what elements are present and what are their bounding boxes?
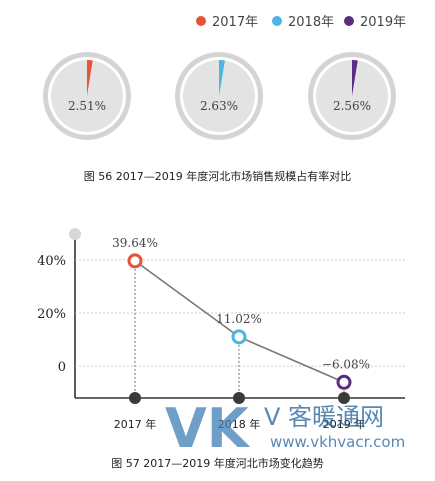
data-point xyxy=(127,253,143,269)
gridlines xyxy=(75,259,405,367)
data-point xyxy=(231,329,247,345)
legend-label-2018: 2018年 xyxy=(288,15,334,30)
legend-marker-2019 xyxy=(344,16,354,26)
category-marker xyxy=(233,392,245,404)
category-markers xyxy=(129,392,350,404)
legend-marker-2017 xyxy=(196,16,206,26)
pie-value-label: 2.51% xyxy=(68,99,106,113)
pie-value-label: 2.56% xyxy=(333,99,371,113)
pie-value-label: 2.63% xyxy=(200,99,238,113)
y-tick-label: 0 xyxy=(58,360,66,375)
category-marker xyxy=(129,392,141,404)
data-labels: 39.64% 11.02% −6.08% xyxy=(112,236,370,371)
line-chart-group: 40% 20% 0 2017 年 2018 年 2019 年 39.64% 11.02% −… xyxy=(37,228,405,431)
y-tick-label: 20% xyxy=(37,307,66,322)
x-tick-label: 2017 年 xyxy=(114,417,157,431)
pie-slice xyxy=(219,60,225,96)
data-points xyxy=(127,253,352,390)
legend-marker-2018 xyxy=(272,16,282,26)
y-tick-label: 40% xyxy=(37,254,66,269)
pie-slice xyxy=(352,59,358,96)
watermark-url: www.vkhvacr.com xyxy=(270,433,405,451)
legend-label-2017: 2017年 xyxy=(212,15,258,30)
watermark-logo: VK V 客暖通网 www.vkhvacr.com xyxy=(165,397,405,460)
x-tick-label: 2018 年 xyxy=(218,417,261,431)
pie-chart-group: 2017年 2018年 2019年 2.51% 2.63% 2.56% xyxy=(43,15,406,140)
x-tick-labels: 2017 年 2018 年 2019 年 xyxy=(114,417,366,431)
data-label: 39.64% xyxy=(112,236,158,250)
pies: 2.51% 2.63% 2.56% xyxy=(43,52,396,140)
legend: 2017年 2018年 2019年 xyxy=(196,15,406,30)
figure-57-caption: 图 57 2017—2019 年度河北市场变化趋势 xyxy=(111,457,324,470)
pie-slice xyxy=(87,60,93,96)
data-point xyxy=(336,374,352,390)
legend-label-2019: 2019年 xyxy=(360,15,406,30)
data-label: 11.02% xyxy=(216,312,262,326)
y-axis-top-cap xyxy=(69,228,81,240)
category-marker xyxy=(338,392,350,404)
data-label: −6.08% xyxy=(322,357,370,371)
figure-56-caption: 图 56 2017—2019 年度河北市场销售规模占有率对比 xyxy=(83,170,352,183)
watermark-brand: VK xyxy=(165,397,251,460)
x-tick-label: 2019 年 xyxy=(323,417,366,431)
y-tick-labels: 40% 20% 0 xyxy=(37,254,66,375)
watermark-text: V 客暖通网 xyxy=(264,403,384,431)
